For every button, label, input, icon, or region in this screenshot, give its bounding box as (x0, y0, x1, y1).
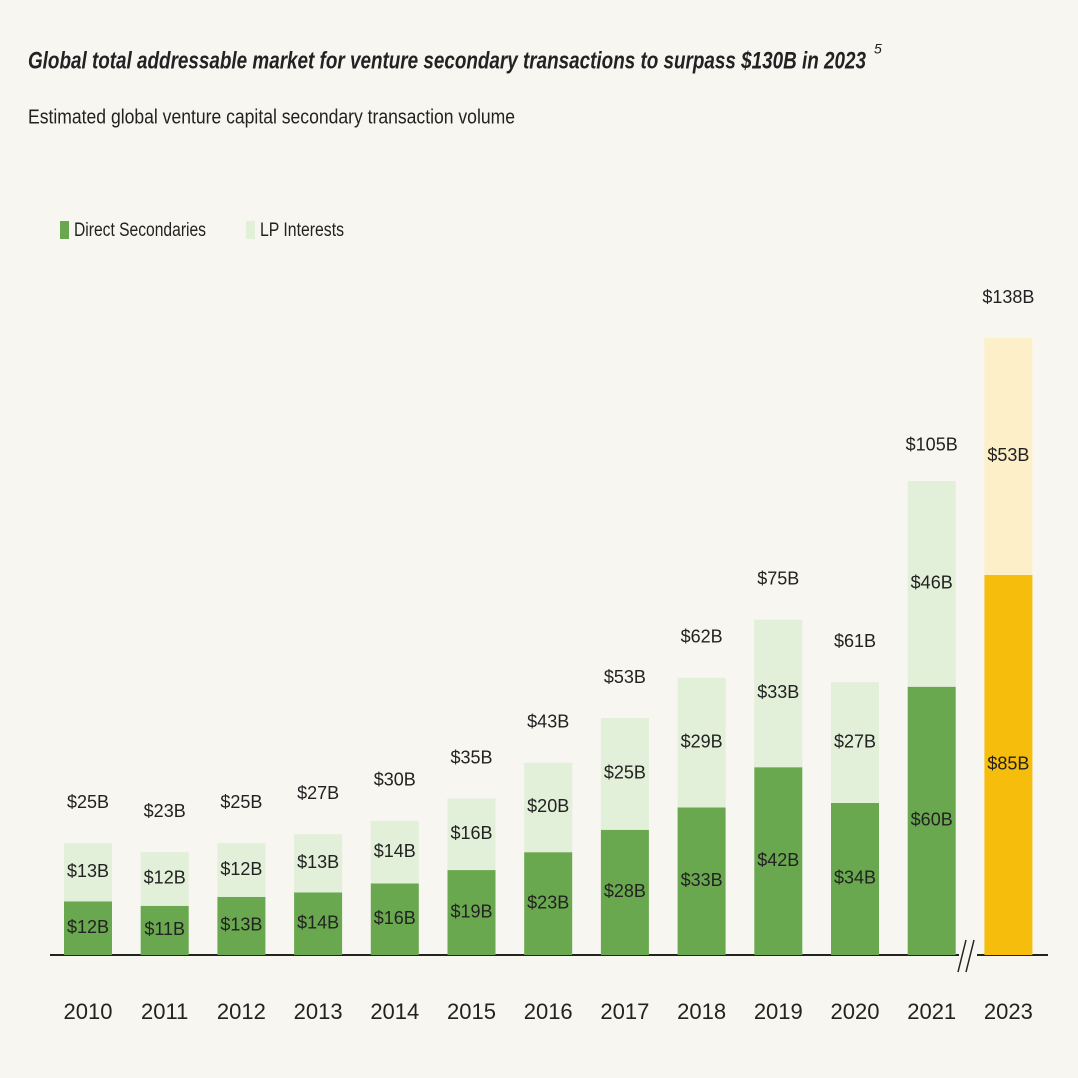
segment-label: $13B (67, 861, 109, 881)
bar-segment (370, 883, 419, 955)
bar-segment (677, 807, 726, 955)
total-label: $75B (757, 568, 799, 588)
segment-label: $16B (450, 823, 492, 843)
segment-label: $28B (604, 881, 646, 901)
segment-label: $14B (297, 912, 339, 932)
segment-label: $29B (681, 731, 723, 751)
legend-swatch (60, 221, 69, 239)
total-label: $25B (220, 792, 262, 812)
bar-segment (524, 852, 573, 955)
bar-segment (984, 338, 1033, 575)
bar-segment (907, 481, 956, 687)
total-label: $43B (527, 711, 569, 731)
x-tick-label: 2015 (447, 999, 496, 1024)
segment-label: $13B (297, 852, 339, 872)
segment-label: $33B (681, 870, 723, 890)
segment-label: $14B (374, 841, 416, 861)
bar-segment (140, 905, 189, 955)
axis-break (965, 939, 975, 973)
bar-segment (447, 798, 496, 871)
segment-label: $20B (527, 796, 569, 816)
segment-label: $34B (834, 868, 876, 888)
legend-label: Direct Secondaries (74, 220, 206, 241)
bar-segment (64, 901, 112, 955)
total-label: $62B (681, 627, 723, 647)
total-label: $35B (450, 747, 492, 767)
total-label: $30B (374, 770, 416, 790)
total-label: $23B (144, 801, 186, 821)
bar-segment (217, 843, 266, 897)
bar-segment (64, 843, 112, 902)
title-footnote: 5 (874, 41, 882, 57)
x-tick-label: 2010 (64, 999, 113, 1024)
chart-title: Global total addressable market for vent… (28, 47, 867, 74)
total-label: $138B (982, 287, 1034, 307)
segment-label: $53B (987, 445, 1029, 465)
x-tick-label: 2021 (907, 999, 956, 1024)
segment-label: $27B (834, 731, 876, 751)
bar-segment (754, 767, 803, 955)
segment-label: $12B (220, 859, 262, 879)
x-tick-label: 2017 (600, 999, 649, 1024)
x-tick-label: 2011 (141, 999, 188, 1024)
bar-segment (294, 892, 343, 955)
bar-segment (600, 829, 649, 955)
total-label: $53B (604, 667, 646, 687)
x-tick-label: 2023 (984, 999, 1033, 1024)
segment-label: $46B (911, 573, 953, 593)
bar-segment (447, 870, 496, 955)
segment-label: $19B (450, 901, 492, 921)
bar-segment (217, 896, 266, 955)
x-tick-label: 2014 (370, 999, 419, 1024)
bar-segment (754, 619, 803, 768)
bar-segment (831, 682, 879, 803)
x-tick-label: 2020 (831, 999, 880, 1024)
total-label: $25B (67, 792, 109, 812)
axis-break (957, 939, 967, 973)
x-tick-label: 2012 (217, 999, 266, 1024)
x-tick-label: 2019 (754, 999, 803, 1024)
chart-subtitle: Estimated global venture capital seconda… (28, 106, 515, 128)
segment-label: $23B (527, 892, 569, 912)
legend-swatch (246, 221, 255, 239)
bar-segment (370, 820, 419, 884)
x-tick-label: 2018 (677, 999, 726, 1024)
segment-label: $25B (604, 763, 646, 783)
x-tick-label: 2013 (294, 999, 343, 1024)
segment-label: $33B (757, 682, 799, 702)
segment-label: $42B (757, 850, 799, 870)
segment-label: $11B (144, 919, 185, 939)
bar-segment (831, 802, 879, 955)
segment-label: $85B (987, 754, 1029, 774)
bar-segment (600, 718, 649, 830)
total-label: $27B (297, 783, 339, 803)
total-label: $61B (834, 631, 876, 651)
legend-label: LP Interests (260, 220, 344, 241)
bar-segment (907, 686, 956, 955)
bar-segment (677, 677, 726, 808)
bar-segment (140, 852, 189, 906)
total-label: $105B (906, 434, 958, 454)
segment-label: $12B (144, 868, 186, 888)
segment-label: $13B (220, 915, 262, 935)
bar-segment (294, 834, 343, 893)
bar-segment (984, 574, 1033, 955)
segment-label: $60B (911, 810, 953, 830)
x-tick-label: 2016 (524, 999, 573, 1024)
segment-label: $16B (374, 908, 416, 928)
segment-label: $12B (67, 917, 109, 937)
bar-segment (524, 762, 573, 853)
